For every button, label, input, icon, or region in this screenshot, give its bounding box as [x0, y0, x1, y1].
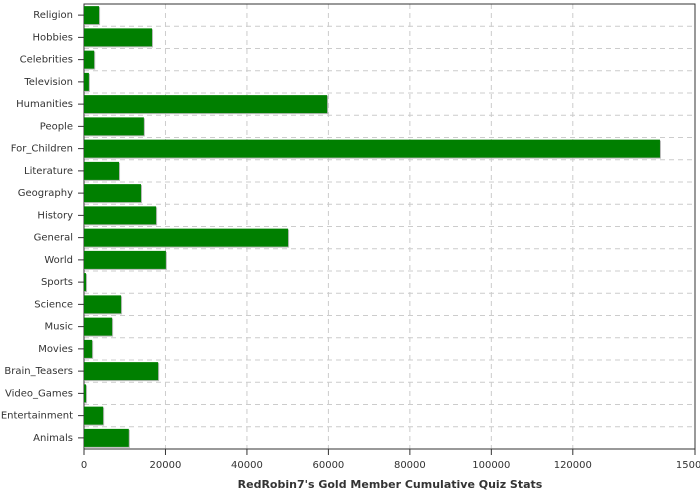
y-tick-label: People	[40, 121, 73, 132]
bar	[84, 362, 159, 381]
bar	[84, 50, 95, 69]
bar	[84, 384, 87, 403]
y-tick-label: Video_Games	[5, 388, 73, 399]
x-tick-label: 20000	[150, 460, 182, 471]
y-tick-label: Animals	[33, 433, 73, 444]
bar	[84, 117, 144, 136]
bar	[84, 28, 153, 47]
y-tick-label: General	[34, 233, 73, 244]
bar	[84, 317, 113, 336]
bar	[84, 139, 660, 158]
x-tick-label: 80000	[394, 460, 426, 471]
y-tick-label: Religion	[33, 10, 73, 21]
y-tick-label: Science	[34, 299, 73, 310]
bar	[84, 161, 120, 180]
bar	[84, 250, 166, 269]
y-tick-label: Entertainment	[1, 411, 73, 422]
bar	[84, 184, 142, 203]
y-tick-label: Movies	[38, 344, 73, 355]
bar	[84, 95, 328, 114]
y-tick-label: Literature	[24, 166, 73, 177]
y-tick-label: World	[44, 255, 73, 266]
bar	[84, 428, 129, 447]
y-tick-label: For_Children	[11, 144, 73, 155]
bar	[84, 406, 104, 425]
bar	[84, 206, 157, 225]
bar	[84, 339, 93, 358]
bar	[84, 273, 87, 292]
y-tick-label: Music	[45, 322, 73, 333]
chart-title: RedRobin7's Gold Member Cumulative Quiz …	[238, 478, 543, 491]
y-tick-label: Hobbies	[33, 32, 73, 43]
y-tick-label: Geography	[18, 188, 73, 199]
bar	[84, 295, 122, 314]
bar	[84, 228, 289, 247]
x-tick-label: 60000	[312, 460, 344, 471]
y-tick-label: Brain_Teasers	[4, 366, 73, 377]
bar	[84, 72, 89, 91]
x-tick-label: 40000	[231, 460, 263, 471]
x-tick-label: 150000	[676, 460, 700, 471]
y-tick-label: Sports	[41, 277, 73, 288]
x-tick-label: 0	[81, 460, 87, 471]
y-tick-label: Humanities	[16, 99, 73, 110]
x-tick-label: 100000	[472, 460, 510, 471]
x-tick-label: 120000	[554, 460, 592, 471]
bar	[84, 6, 100, 25]
y-tick-label: Television	[23, 77, 73, 88]
plot-frame	[83, 3, 696, 450]
y-tick-label: Celebrities	[20, 55, 73, 66]
y-tick-label: History	[37, 210, 73, 221]
